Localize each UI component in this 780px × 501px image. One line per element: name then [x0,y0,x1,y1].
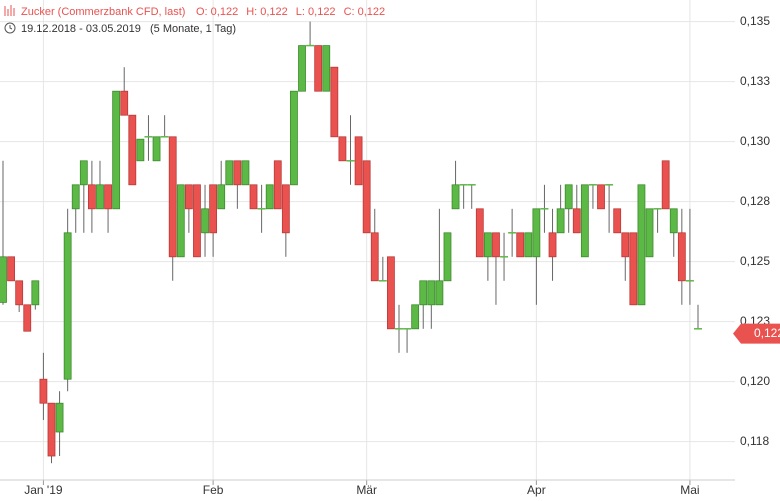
candle-body [249,184,258,210]
candle-body [645,208,654,258]
chart-icon [4,5,15,16]
x-tick-label: Feb [203,483,224,497]
candle-body [168,136,177,258]
candle-body [225,160,234,186]
candle-body [613,208,622,234]
candle-body [669,208,678,234]
candle-body [273,160,282,210]
y-tick-label: 0,135 [740,14,770,28]
candle-body [241,160,250,186]
candle-body [184,184,193,210]
candle-body [475,208,484,258]
x-tick-label: Jan '19 [24,483,63,497]
candle-body [516,232,525,258]
y-tick-label: 0,133 [740,74,770,88]
candle-body [637,184,646,306]
candle-body [31,280,40,306]
candle-body [281,184,290,234]
candle-body [387,256,395,330]
y-tick-label: 0,130 [740,134,770,148]
period: (5 Monate, 1 Tag) [150,23,236,35]
candle-body [96,184,104,210]
candle-body [0,256,7,303]
candle-body [451,184,460,210]
candle-body [112,90,121,210]
candle-body [411,304,420,330]
candle-body [47,402,56,457]
candle-body [71,184,80,210]
candle-body [290,90,298,186]
candle-body [39,378,48,404]
candle-body [483,232,492,258]
candle-body [629,232,638,306]
candle-body [233,160,242,186]
candle-body [621,232,630,258]
clock-icon [4,22,16,34]
candle-body [435,280,444,306]
candle-body [532,208,541,258]
candle-body [419,280,428,306]
candle-body [338,136,347,162]
date-range: 19.12.2018 - 03.05.2019 [21,23,141,35]
candle-body [265,184,274,210]
candle-body [597,184,605,210]
candle-body [677,232,686,282]
ohlc-text: L: 0,122 [296,6,336,18]
candle-body [152,136,161,162]
candle-body [661,160,670,210]
candle-body [87,184,96,210]
candle-body [354,136,363,186]
candle-body [524,232,533,258]
candle-body [128,114,137,186]
last-price-label: 0,122 [754,326,780,340]
chart-title: Zucker (Commerzbank CFD, last) [21,6,185,18]
candle-body [492,232,500,258]
candle-body [193,184,201,258]
candle-body [330,66,339,138]
candle-body [564,184,573,210]
candle-body [298,45,306,92]
ohlc-text: H: 0,122 [246,6,288,18]
candle-body [104,184,112,210]
y-tick-label: 0,128 [740,194,770,208]
icon-candles [4,5,15,16]
candle-body [322,45,331,92]
x-tick-label: Mär [356,483,377,497]
candle-body [362,160,371,234]
y-tick-label: 0,125 [740,254,770,268]
candle-body [79,160,88,186]
clock-face [4,22,16,34]
candle-body [217,184,226,210]
candle-body [176,184,185,258]
candle-body [556,208,565,234]
candle-body [15,280,24,306]
ohlc-text: O: 0,122 [196,6,238,18]
clock-hands [9,25,13,30]
candle-body [314,45,323,92]
candle-body [580,184,589,258]
candle-body [55,402,64,433]
candle-body [136,138,145,162]
candle-body [120,90,129,116]
x-tick-label: Mai [680,483,699,497]
candle-body [548,232,557,258]
candle-body [7,256,15,282]
candle-body [370,232,379,282]
candle-body [427,280,436,306]
y-tick-label: 0,120 [740,374,770,388]
last-price-marker [733,323,780,344]
candle-body [572,208,581,234]
x-tick-label: Apr [527,483,546,497]
ohlc-text: C: 0,122 [344,6,386,18]
candle-body [209,184,218,234]
candle-body [23,304,32,332]
candle-body [63,232,72,380]
y-tick-label: 0,118 [740,434,769,448]
candle-body [443,232,452,282]
candle-body [201,208,209,234]
